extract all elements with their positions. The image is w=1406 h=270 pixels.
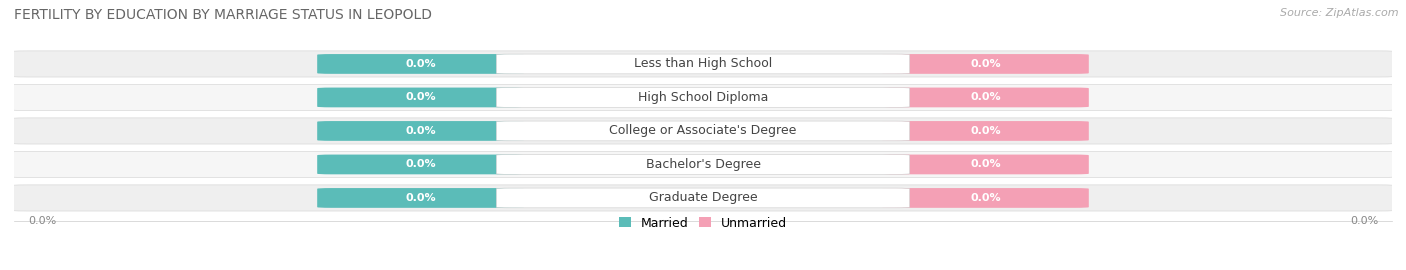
Text: FERTILITY BY EDUCATION BY MARRIAGE STATUS IN LEOPOLD: FERTILITY BY EDUCATION BY MARRIAGE STATU… [14,8,432,22]
Text: 0.0%: 0.0% [1350,216,1378,227]
Text: Graduate Degree: Graduate Degree [648,191,758,204]
FancyBboxPatch shape [318,121,524,141]
FancyBboxPatch shape [496,87,910,107]
Text: 0.0%: 0.0% [970,59,1001,69]
Text: College or Associate's Degree: College or Associate's Degree [609,124,797,137]
Text: Source: ZipAtlas.com: Source: ZipAtlas.com [1281,8,1399,18]
Text: 0.0%: 0.0% [970,160,1001,170]
Text: High School Diploma: High School Diploma [638,91,768,104]
Text: 0.0%: 0.0% [405,92,436,102]
FancyBboxPatch shape [496,121,910,141]
FancyBboxPatch shape [318,87,524,107]
Text: 0.0%: 0.0% [405,59,436,69]
FancyBboxPatch shape [318,188,524,208]
FancyBboxPatch shape [496,154,910,174]
Text: Less than High School: Less than High School [634,58,772,70]
FancyBboxPatch shape [7,185,1399,211]
FancyBboxPatch shape [7,151,1399,177]
Text: 0.0%: 0.0% [970,92,1001,102]
FancyBboxPatch shape [318,54,524,74]
FancyBboxPatch shape [882,188,1088,208]
Text: 0.0%: 0.0% [405,193,436,203]
FancyBboxPatch shape [7,118,1399,144]
FancyBboxPatch shape [882,154,1088,174]
FancyBboxPatch shape [882,121,1088,141]
Text: 0.0%: 0.0% [405,160,436,170]
Legend: Married, Unmarried: Married, Unmarried [619,217,787,230]
Text: 0.0%: 0.0% [28,216,56,227]
FancyBboxPatch shape [7,85,1399,110]
FancyBboxPatch shape [496,188,910,208]
Text: 0.0%: 0.0% [405,126,436,136]
FancyBboxPatch shape [318,154,524,174]
FancyBboxPatch shape [882,87,1088,107]
Text: Bachelor's Degree: Bachelor's Degree [645,158,761,171]
FancyBboxPatch shape [882,54,1088,74]
FancyBboxPatch shape [7,51,1399,77]
Text: 0.0%: 0.0% [970,193,1001,203]
FancyBboxPatch shape [496,54,910,74]
Text: 0.0%: 0.0% [970,126,1001,136]
